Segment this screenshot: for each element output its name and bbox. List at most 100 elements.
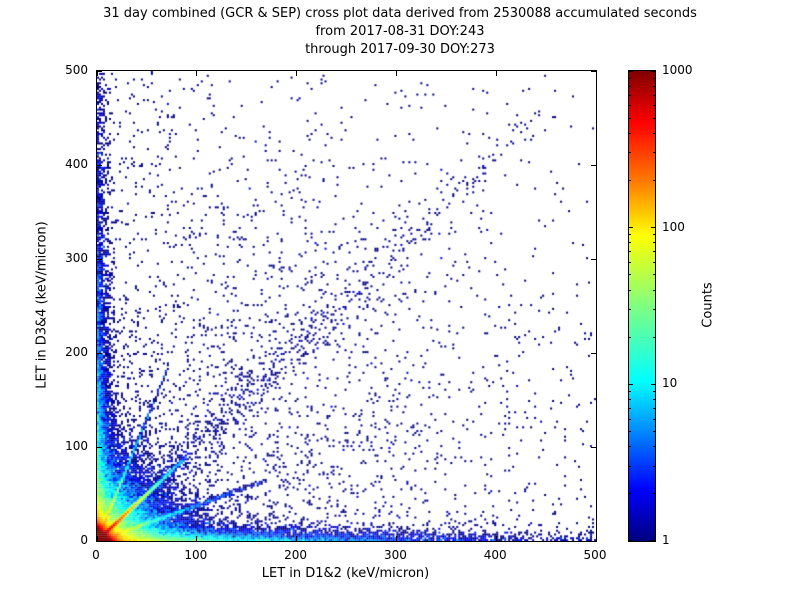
colorbar-minor-tick-right [653, 391, 655, 392]
colorbar-minor-tick-right [653, 430, 655, 432]
colorbar-minor-tick-right [653, 399, 655, 401]
y-tick-mark-right [591, 446, 596, 448]
x-tick-mark-top [395, 71, 397, 76]
colorbar-tick-label: 10 [662, 376, 678, 391]
colorbar-tick-label: 1 [662, 533, 670, 547]
colorbar-minor-tick-right [653, 132, 655, 134]
colorbar-tick-mark-right [651, 71, 655, 72]
x-tick-label: 400 [483, 548, 507, 562]
colorbar-minor-tick-right [653, 261, 655, 263]
x-tick-mark [196, 536, 198, 541]
colorbar-minor-tick [629, 234, 631, 236]
chart-subtitle-from: from 2017-08-31 DOY:243 [315, 24, 485, 39]
x-tick-mark-top [495, 71, 497, 76]
colorbar-minor-tick [629, 399, 631, 401]
colorbar-minor-tick [629, 446, 631, 448]
colorbar-minor-tick [629, 408, 631, 410]
colorbar-tick-mark-right [651, 540, 655, 541]
colorbar-minor-tick-right [653, 94, 655, 96]
x-tick-mark [595, 536, 597, 541]
chart-subtitle-through: through 2017-09-30 DOY:273 [305, 42, 495, 57]
x-tick-mark-top [296, 71, 298, 76]
colorbar-minor-tick [629, 85, 631, 87]
colorbar-minor-tick-right [653, 418, 655, 420]
y-axis-label: LET in D3&4 (keV/micron) [34, 221, 50, 389]
colorbar-minor-tick [629, 430, 631, 432]
y-tick-mark-right [591, 352, 596, 354]
y-tick-label: 0 [80, 533, 88, 547]
colorbar-minor-tick-right [653, 251, 655, 253]
x-axis-label: LET in D1&2 (keV/micron) [261, 566, 430, 581]
colorbar-minor-tick [629, 493, 631, 495]
colorbar-tick-mark-right [651, 383, 655, 385]
colorbar-tick-label: 1000 [662, 63, 693, 77]
x-tick-mark [296, 536, 298, 541]
colorbar-minor-tick [629, 261, 631, 263]
colorbar-minor-tick-right [653, 117, 655, 119]
y-tick-mark [97, 70, 102, 72]
plot-area [96, 70, 597, 542]
y-tick-mark-right [591, 164, 596, 166]
colorbar-label: Counts [700, 282, 716, 328]
colorbar-minor-tick [629, 94, 631, 96]
x-tick-label: 0 [92, 548, 100, 562]
colorbar-tick-mark [629, 227, 633, 229]
colorbar-minor-tick-right [653, 85, 655, 87]
y-tick-label: 400 [65, 157, 88, 171]
x-tick-label: 200 [284, 548, 308, 562]
colorbar-minor-tick-right [653, 446, 655, 448]
y-tick-mark [97, 352, 102, 354]
colorbar-minor-tick [629, 117, 631, 119]
colorbar-minor-tick-right [653, 465, 655, 467]
x-tick-mark-top [96, 71, 98, 76]
scatter-heatmap-canvas [97, 71, 596, 541]
x-tick-mark-top [196, 71, 198, 76]
colorbar-minor-tick [629, 391, 631, 392]
y-tick-mark-right [591, 258, 596, 260]
colorbar-minor-tick [629, 180, 631, 181]
y-tick-mark [97, 540, 102, 542]
colorbar-minor-tick [629, 251, 631, 253]
x-tick-label: 100 [184, 548, 208, 562]
y-tick-mark [97, 258, 102, 260]
colorbar-minor-tick [629, 336, 631, 338]
y-tick-mark-right [591, 540, 596, 542]
colorbar-tick-mark [629, 383, 633, 385]
colorbar-minor-tick-right [653, 289, 655, 291]
colorbar-minor-tick [629, 152, 631, 154]
y-tick-label: 100 [65, 439, 88, 453]
colorbar-minor-tick-right [653, 105, 655, 107]
colorbar-minor-tick [629, 465, 631, 467]
colorbar-minor-tick [629, 274, 631, 276]
colorbar-minor-tick-right [653, 493, 655, 495]
colorbar-minor-tick-right [653, 152, 655, 154]
y-tick-mark-right [591, 70, 596, 72]
y-tick-mark [97, 164, 102, 166]
colorbar-minor-tick [629, 105, 631, 107]
x-tick-label: 500 [583, 548, 607, 562]
x-tick-mark-top [595, 71, 597, 76]
colorbar-minor-tick [629, 418, 631, 420]
x-tick-mark [495, 536, 497, 541]
colorbar-minor-tick-right [653, 408, 655, 410]
chart-title: 31 day combined (GCR & SEP) cross plot d… [103, 6, 697, 21]
colorbar-minor-tick [629, 309, 631, 311]
colorbar-minor-tick-right [653, 77, 655, 79]
x-tick-label: 300 [383, 548, 407, 562]
y-tick-label: 500 [65, 63, 88, 77]
y-tick-label: 300 [65, 251, 88, 265]
colorbar-minor-tick-right [653, 234, 655, 236]
colorbar-minor-tick-right [653, 309, 655, 311]
colorbar-minor-tick [629, 242, 631, 244]
x-tick-mark [395, 536, 397, 541]
colorbar [628, 70, 656, 542]
colorbar-minor-tick-right [653, 180, 655, 181]
colorbar-tick-label: 100 [662, 219, 685, 234]
colorbar-tick-mark [629, 540, 633, 541]
colorbar-tick-mark-right [651, 227, 655, 229]
colorbar-minor-tick-right [653, 274, 655, 276]
colorbar-minor-tick [629, 132, 631, 134]
colorbar-minor-tick-right [653, 242, 655, 244]
colorbar-minor-tick-right [653, 336, 655, 338]
